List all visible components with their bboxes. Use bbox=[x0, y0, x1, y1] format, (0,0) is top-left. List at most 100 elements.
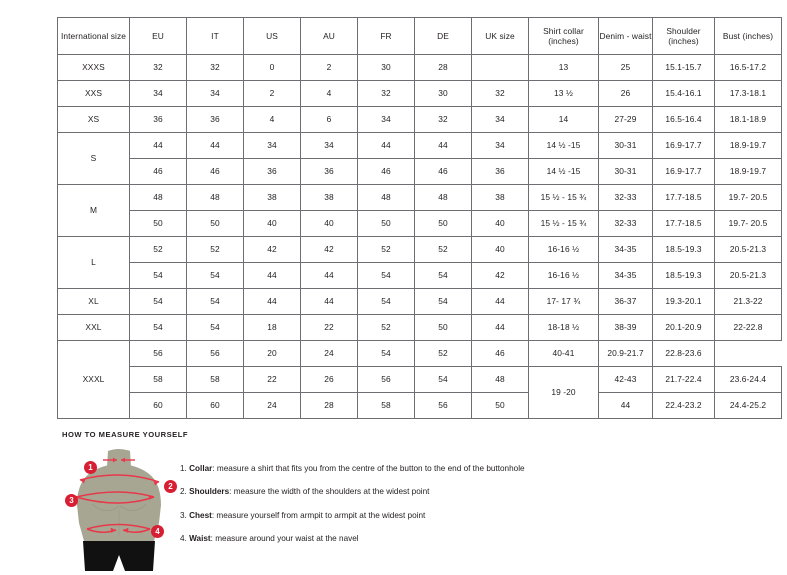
cell-fr: 48 bbox=[357, 184, 415, 211]
cell-it: 50 bbox=[186, 210, 244, 237]
measure-step-label: Shoulders bbox=[189, 487, 230, 497]
cell-it: 60 bbox=[186, 392, 244, 419]
cell-shirt-collar: 14 bbox=[528, 106, 599, 133]
measure-step-waist: 4. Waist: measure around your waist at t… bbox=[180, 533, 752, 545]
table-row: XXL 54 54 18 22 52 50 44 18-18 ½ 38-39 20.1-20.9 22… bbox=[57, 314, 782, 341]
cell-de: 54 bbox=[414, 366, 472, 393]
cell-eu: 44 bbox=[129, 132, 187, 159]
cell-eu: 46 bbox=[129, 158, 187, 185]
cell-uk: 44 bbox=[471, 288, 529, 315]
cell-shoulder: 15.1-15.7 bbox=[652, 54, 715, 81]
cell-au: 4 bbox=[300, 80, 358, 107]
cell-eu: 36 bbox=[129, 106, 187, 133]
cell-denim: 32-33 bbox=[598, 184, 653, 211]
cell-de: 48 bbox=[414, 184, 472, 211]
cell-au: 34 bbox=[300, 132, 358, 159]
column-header-international-size: International size bbox=[57, 17, 130, 55]
cell-fr: 46 bbox=[357, 158, 415, 185]
measure-step-text: : measure yourself from armpit to armpit… bbox=[211, 510, 426, 520]
column-header-au: AU bbox=[300, 17, 358, 55]
how-to-measure-title: HOW TO MEASURE YOURSELF bbox=[62, 430, 188, 439]
cell-denim: 34-35 bbox=[598, 236, 653, 263]
cell-au: 36 bbox=[300, 158, 358, 185]
cell-eu: 34 bbox=[129, 80, 187, 107]
cell-eu: 56 bbox=[129, 340, 187, 367]
cell-de: 52 bbox=[414, 236, 472, 263]
cell-shoulder: 21.7-22.4 bbox=[652, 366, 715, 393]
cell-shoulder: 16.9-17.7 bbox=[652, 158, 715, 185]
how-to-measure-section: HOW TO MEASURE YOURSELF bbox=[62, 430, 752, 575]
cell-shirt-collar: 19 -20 bbox=[528, 366, 599, 419]
cell-bust: 19.7- 20.5 bbox=[714, 210, 782, 237]
cell-denim: 40-41 bbox=[528, 340, 599, 367]
cell-denim: 36-37 bbox=[598, 288, 653, 315]
cell-it: 54 bbox=[186, 288, 244, 315]
cell-eu: 54 bbox=[129, 314, 187, 341]
cell-denim: 34-35 bbox=[598, 262, 653, 289]
measure-step-number: 3. bbox=[180, 510, 187, 520]
cell-eu: 52 bbox=[129, 236, 187, 263]
cell-it: 48 bbox=[186, 184, 244, 211]
cell-au: 44 bbox=[300, 288, 358, 315]
cell-fr: 32 bbox=[357, 80, 415, 107]
measure-badge-1: 1 bbox=[84, 461, 97, 474]
cell-au: 6 bbox=[300, 106, 358, 133]
cell-de: 54 bbox=[414, 288, 472, 315]
cell-de: 50 bbox=[414, 314, 472, 341]
cell-denim: 27-29 bbox=[598, 106, 653, 133]
cell-denim: 30-31 bbox=[598, 158, 653, 185]
cell-us: 44 bbox=[243, 262, 301, 289]
cell-uk: 38 bbox=[471, 184, 529, 211]
torso-illustration bbox=[75, 449, 161, 571]
cell-fr: 30 bbox=[357, 54, 415, 81]
cell-uk: 44 bbox=[471, 314, 529, 341]
cell-international-size: XXL bbox=[57, 314, 130, 341]
cell-bust: 18.9-19.7 bbox=[714, 158, 782, 185]
cell-de: 50 bbox=[414, 210, 472, 237]
cell-au: 24 bbox=[300, 340, 358, 367]
column-header-de: DE bbox=[414, 17, 472, 55]
column-header-denim-waist: Denim - waist bbox=[598, 17, 653, 55]
table-row: XS 36 36 4 6 34 32 34 14 27-29 16.5-16.4 18.1-18.9 bbox=[57, 106, 782, 133]
column-header-shirt-collar: Shirt collar (inches) bbox=[528, 17, 599, 55]
body-measurement-figure: 1 2 3 4 bbox=[62, 449, 180, 575]
measure-step-label: Chest bbox=[189, 510, 212, 520]
cell-fr: 44 bbox=[357, 132, 415, 159]
cell-denim: 38-39 bbox=[598, 314, 653, 341]
how-to-measure-body: 1 2 3 4 1. Collar: measure a shirt that … bbox=[62, 449, 752, 575]
cell-shoulder: 17.7-18.5 bbox=[652, 184, 715, 211]
cell-uk: 34 bbox=[471, 132, 529, 159]
table-body: XXXS 32 32 0 2 30 28 13 25 15.1-15.7 16.5-17.2 XXS 3… bbox=[57, 54, 782, 419]
table-row: XXXL 56 56 20 24 54 52 46 40-41 20.9-21.7 22.8-23.… bbox=[57, 340, 782, 419]
cell-uk: 34 bbox=[471, 106, 529, 133]
cell-denim: 30-31 bbox=[598, 132, 653, 159]
cell-us: 36 bbox=[243, 158, 301, 185]
cell-fr: 52 bbox=[357, 236, 415, 263]
cell-international-size: XS bbox=[57, 106, 130, 133]
cell-shoulder: 17.7-18.5 bbox=[652, 210, 715, 237]
cell-international-size: S bbox=[57, 132, 130, 185]
cell-au: 26 bbox=[300, 366, 358, 393]
cell-bust: 17.3-18.1 bbox=[714, 80, 782, 107]
cell-fr: 56 bbox=[357, 366, 415, 393]
measure-step-label: Waist bbox=[189, 534, 211, 544]
measure-step-text: : measure around your waist at the navel bbox=[210, 534, 359, 544]
cell-us: 4 bbox=[243, 106, 301, 133]
cell-eu: 54 bbox=[129, 262, 187, 289]
column-header-it: IT bbox=[186, 17, 244, 55]
cell-uk: 36 bbox=[471, 158, 529, 185]
cell-uk: 46 bbox=[471, 340, 529, 367]
column-header-uk-size: UK size bbox=[471, 17, 529, 55]
table-row: S 44 44 34 34 44 44 34 14 ½ -15 30-31 16.9-17.7 18.… bbox=[57, 132, 782, 185]
cell-eu: 32 bbox=[129, 54, 187, 81]
cell-us: 44 bbox=[243, 288, 301, 315]
cell-it: 32 bbox=[186, 54, 244, 81]
cell-uk: 50 bbox=[471, 392, 529, 419]
cell-us: 42 bbox=[243, 236, 301, 263]
column-header-fr: FR bbox=[357, 17, 415, 55]
cell-us: 22 bbox=[243, 366, 301, 393]
cell-it: 46 bbox=[186, 158, 244, 185]
cell-fr: 54 bbox=[357, 262, 415, 289]
measure-step-chest: 3. Chest: measure yourself from armpit t… bbox=[180, 510, 752, 522]
measure-badge-3: 3 bbox=[65, 494, 78, 507]
